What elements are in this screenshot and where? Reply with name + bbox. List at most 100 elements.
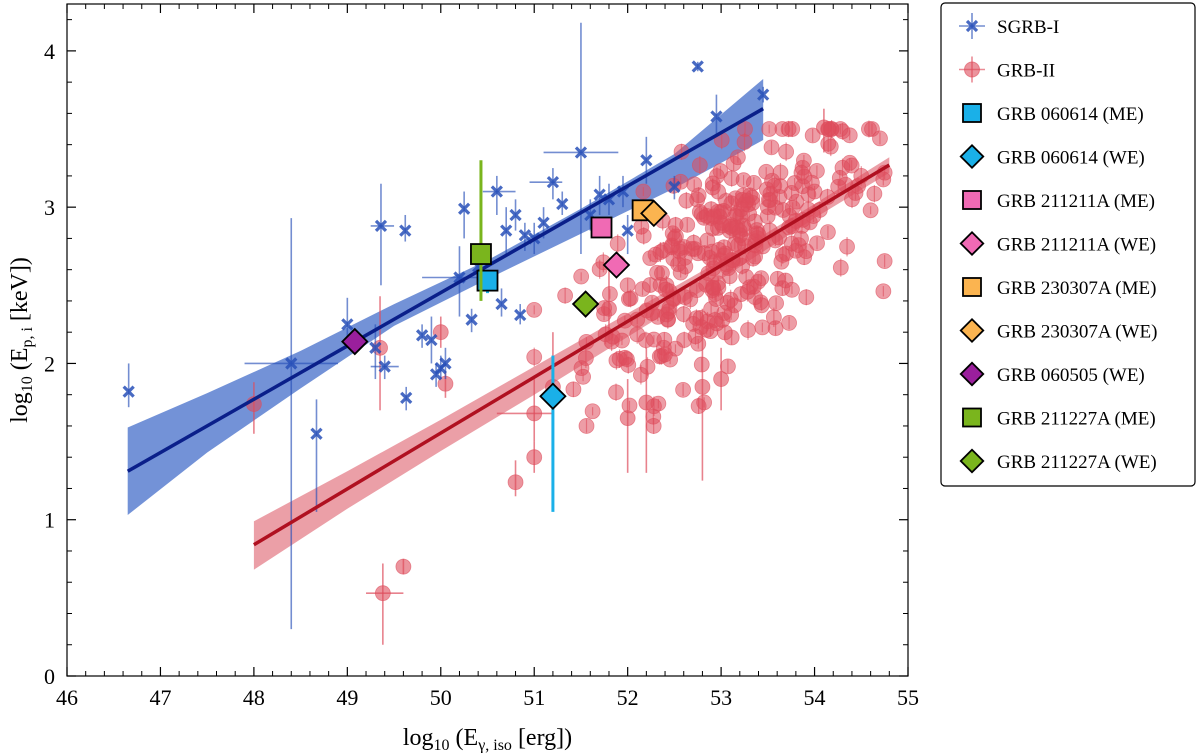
grb-ii-point: [761, 121, 778, 137]
grb-ii-point: [647, 246, 664, 263]
sgrb-i-point: [668, 180, 681, 193]
x-tick-label: 54: [804, 685, 826, 710]
special-point: [341, 327, 369, 356]
sgrb-i-point: [310, 427, 323, 440]
grb-ii-point: [629, 326, 646, 343]
sgrb-i-point: [621, 224, 634, 237]
grb-ii-point: [557, 287, 574, 304]
grb-ii-point: [752, 294, 769, 311]
legend-label: GRB-II: [997, 61, 1055, 82]
grb-ii-point: [784, 281, 800, 298]
grb-ii-point: [657, 346, 673, 363]
grb-ii-point: [733, 201, 750, 218]
grb-ii-point: [666, 230, 683, 247]
grb-ii-point: [765, 309, 782, 326]
grb-ii-point: [638, 394, 655, 411]
sgrb-i-point: [458, 202, 471, 215]
grb-ii-point: [832, 259, 849, 276]
y-tick-label: 4: [44, 39, 55, 64]
grb-ii-point: [839, 238, 855, 255]
y-label-log: log: [7, 392, 33, 423]
special-point: [602, 251, 631, 279]
grb-ii-point: [372, 339, 388, 356]
legend-item: GRB 230307A (WE): [959, 317, 1157, 344]
sgrb-i-point: [400, 391, 413, 404]
legend-item: GRB-II: [959, 56, 1055, 83]
legend-label: GRB 060505 (WE): [997, 365, 1145, 386]
grb-ii-point: [602, 286, 618, 302]
x-axis-label: log10 (Eγ, iso [erg]): [403, 725, 572, 753]
sgrb-i-point: [710, 110, 723, 123]
grb-ii-point: [374, 585, 391, 602]
grb-ii-point: [609, 235, 626, 252]
axes: 46 47 48 49 50 51 52 53 54 55 0 1 2 3 4 log10 (Eγ, iso …: [7, 3, 919, 753]
grb-ii-point: [575, 368, 591, 385]
legend-label: GRB 211211A (WE): [997, 235, 1156, 256]
y-tick-label: 0: [44, 664, 55, 689]
legend-label: GRB 211211A (ME): [997, 191, 1155, 212]
grb-ii-point: [862, 202, 879, 219]
legend-square-marker: [962, 407, 982, 428]
grb-ii-point: [690, 398, 707, 414]
sgrb-i-point: [691, 60, 704, 73]
grb-ii-point: [735, 172, 752, 189]
x-label-expr: (E: [450, 725, 479, 751]
sgrb-i-point: [640, 154, 653, 167]
grb-ii-point: [726, 235, 743, 252]
grb-ii-point: [784, 121, 801, 137]
x-tick-label: 52: [617, 685, 639, 710]
grb-ii-point: [778, 143, 795, 160]
grb-ii-point: [617, 349, 633, 366]
grb-ii-point: [729, 149, 746, 166]
fit-band: [127, 79, 764, 515]
grb-ii-point: [783, 235, 800, 252]
grb-ii-point: [820, 135, 837, 152]
legend-label: GRB 060614 (WE): [997, 148, 1145, 169]
sgrb-i-point: [518, 229, 532, 242]
sgrb-i-point: [439, 357, 452, 370]
legend-x-marker: [965, 19, 979, 33]
x-label-unit: [erg]): [512, 725, 572, 751]
legend-circle-marker: [964, 61, 980, 78]
x-tick-label: 49: [336, 685, 358, 710]
grb-ii-point: [861, 121, 877, 137]
fit-line: [252, 163, 891, 547]
x-label-expr-sub: γ, iso: [477, 737, 512, 753]
sgrb-i-point: [546, 176, 560, 189]
grb-ii-point: [759, 199, 776, 216]
grb-ii-point: [507, 474, 524, 491]
y-tick-label: 1: [44, 508, 55, 533]
legend-label: GRB 211227A (ME): [997, 409, 1156, 430]
grb-ii-point: [665, 250, 682, 267]
special-point: [640, 199, 668, 228]
grb-ii-point: [691, 157, 708, 174]
grb-ii-point: [764, 172, 780, 189]
grb-ii-point: [649, 264, 665, 281]
grb-ii-point: [736, 134, 753, 150]
grb-ii-point: [634, 281, 651, 297]
grb-ii-point: [754, 319, 771, 336]
special-point: [590, 216, 613, 239]
grb-ii-point: [690, 187, 707, 204]
grb-ii-point: [707, 312, 723, 328]
sgrb-i-point: [341, 318, 354, 331]
x-tick-label: 53: [710, 685, 732, 710]
y-label-expr: (E: [7, 348, 33, 377]
grb-ii-point: [622, 290, 639, 307]
sgrb-i-point: [285, 357, 298, 370]
grb-ii-point: [639, 358, 656, 375]
sgrb-i-point: [369, 341, 382, 354]
grb-ii-point: [723, 306, 740, 323]
sgrb-i-point: [757, 88, 770, 101]
grb-ii-point: [876, 253, 893, 269]
grb-ii-point: [742, 187, 758, 204]
grb-ii-point: [768, 295, 784, 312]
grb-ii-point: [601, 300, 617, 317]
grb-ii-point: [709, 168, 725, 185]
grb-ii-point: [875, 283, 892, 300]
grb-ii-point: [635, 183, 652, 200]
grb-ii-point: [573, 268, 590, 285]
sgrb-i-point: [490, 185, 503, 198]
grb-ii-point: [619, 410, 636, 427]
